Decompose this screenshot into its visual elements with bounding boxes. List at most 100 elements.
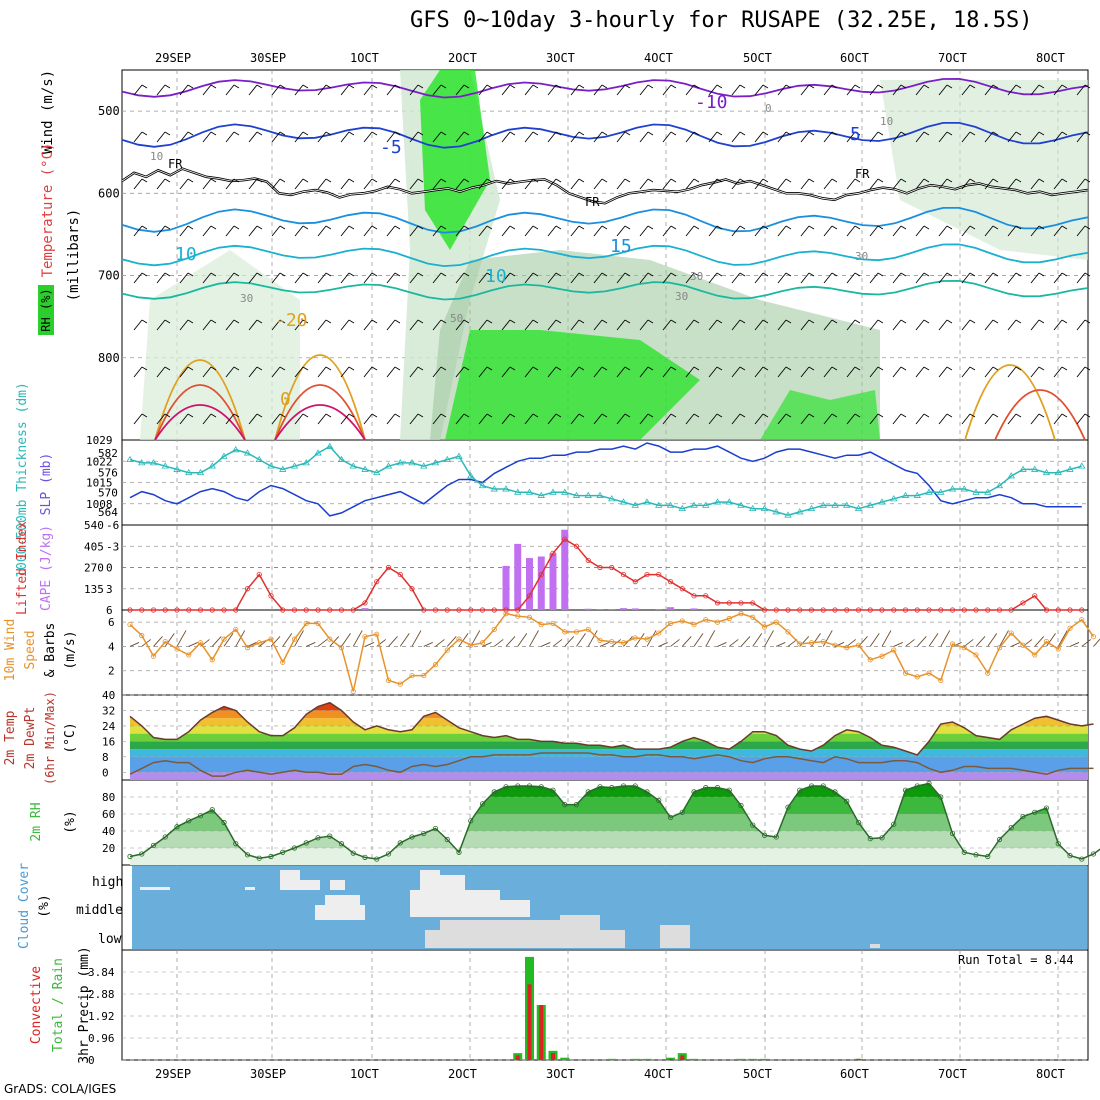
wind-barb [1053, 84, 1063, 96]
rh-line-point [632, 783, 638, 789]
rh-area [140, 250, 300, 440]
thickness-line-point [690, 501, 698, 508]
date-label-bottom: 7OCT [938, 1067, 967, 1081]
li-tick: -3 [106, 540, 119, 553]
wind-barb [417, 84, 424, 89]
lifted-index-line-point [338, 607, 345, 613]
wind-barb [823, 84, 833, 96]
wind-barb [831, 366, 838, 371]
wind-barb [179, 366, 189, 378]
wind-barb [685, 319, 695, 331]
wind-barb [352, 630, 363, 647]
thickness-line-point [960, 485, 968, 492]
rh-line-point [996, 836, 1003, 843]
isotherm-label: 10 [485, 266, 507, 287]
wind-barb [762, 272, 769, 277]
wind-barb [923, 225, 930, 230]
isotherm-line [154, 359, 246, 441]
wind-speed-line-point [879, 653, 885, 659]
wind-barb [808, 413, 815, 418]
rh-line-point [444, 836, 450, 843]
wind-barb [969, 366, 976, 371]
wind-barb [141, 131, 148, 136]
cape-bar [502, 565, 510, 610]
wind-barb [578, 178, 585, 183]
axis-label-precip: 3hr Precip (mm) [77, 946, 92, 1063]
lifted-index-line-point [832, 607, 838, 613]
wind-barb [1015, 366, 1022, 371]
rh-line-point [244, 852, 251, 858]
wind-barb [716, 131, 723, 136]
rh-line-point [679, 809, 685, 815]
date-label-bottom: 1OCT [350, 1067, 379, 1081]
wind-speed-line-point [644, 636, 650, 642]
temp-band [130, 725, 1088, 734]
wind-speed-line-point [844, 645, 850, 651]
isotherm-line [274, 404, 366, 441]
wind-barb [731, 272, 741, 284]
wind-barb [302, 413, 309, 418]
axis-label-temperature: Temperature (°C) [40, 143, 56, 278]
thickness-line-point [1042, 468, 1051, 476]
wind-barb [599, 642, 610, 647]
wind-barb [639, 84, 649, 96]
wind-barb [1022, 639, 1033, 647]
wind-barb [808, 319, 815, 324]
lifted-index-line-point [374, 579, 380, 585]
rh-line-point [938, 794, 944, 800]
thickness-line-point [1007, 472, 1015, 479]
wind-barb [394, 84, 401, 89]
temp-band [130, 756, 1088, 773]
isotherm-label: -10 [695, 92, 728, 113]
wind-barb [799, 636, 810, 647]
wind-barb [417, 319, 424, 324]
wind-barb [133, 178, 143, 190]
wind-barb [302, 131, 309, 136]
thickness-line-point [666, 501, 675, 508]
wind-barb [823, 178, 833, 190]
wind-barb [739, 178, 746, 183]
wind-barb [739, 366, 746, 371]
wind-barb [188, 642, 198, 647]
wind-barb [938, 413, 948, 425]
cape-bar [608, 609, 616, 610]
wind-barb [685, 178, 695, 190]
axis-label-dewpt: 2m DewPt [23, 707, 38, 770]
wind-speed-line-point [503, 611, 509, 617]
wind-barb [762, 178, 769, 183]
thickness-line-point [361, 465, 369, 472]
thickness-line-point [255, 455, 263, 463]
precip-tick: 0.96 [88, 1032, 115, 1045]
thickness-tick: 564 [98, 506, 118, 519]
wind-speed-line-point [479, 640, 486, 646]
wind-speed-line-point [244, 645, 251, 651]
precip-total-bar [760, 1058, 769, 1060]
wind-barb [409, 413, 419, 425]
lifted-index-line-point [268, 593, 274, 599]
wind-barb [808, 272, 815, 277]
wind-speed-line-point [397, 681, 403, 687]
wind-barb [455, 272, 465, 284]
rh-line-point [714, 785, 721, 791]
precip-total-bar [560, 1057, 570, 1060]
wind-barb [340, 131, 350, 143]
wind-speed-line-point [526, 614, 533, 620]
wind-barb [593, 272, 603, 284]
date-label-bottom: 8OCT [1036, 1067, 1065, 1081]
rh-label: 30 [240, 292, 253, 305]
wind-speed-line-point [961, 645, 967, 651]
wind-barb [570, 84, 580, 96]
rh-line-point [820, 783, 826, 789]
wind-barb [156, 272, 166, 284]
wind-barb [211, 636, 222, 647]
wind-barb [440, 366, 447, 371]
wind-barb [593, 84, 603, 96]
wind-barb [892, 272, 902, 284]
lifted-index-line-point [891, 607, 897, 613]
wind-barb [685, 366, 695, 378]
wind-barb [294, 131, 304, 143]
wind-barb [624, 319, 631, 324]
wind-barb [517, 633, 528, 647]
wind-barb [639, 319, 649, 331]
wind-barb [969, 272, 976, 277]
